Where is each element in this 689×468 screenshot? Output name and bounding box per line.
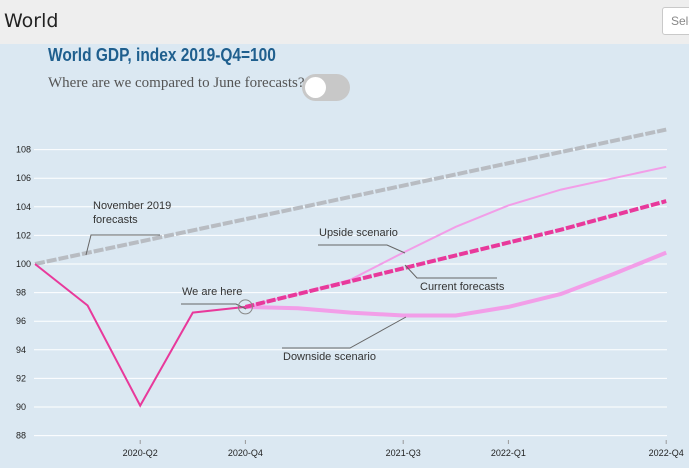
annotation-downside: Downside scenario — [283, 351, 376, 363]
region-title: World — [4, 10, 59, 32]
annotation-current: Current forecasts — [420, 281, 505, 293]
annotation-november-line2: forecasts — [93, 214, 138, 226]
compare-toggle[interactable] — [302, 74, 350, 101]
current-pointer — [404, 264, 497, 279]
y-tick-label: 88 — [16, 431, 26, 441]
x-tick-label: 2020-Q4 — [228, 448, 263, 458]
grid-lines — [34, 149, 667, 437]
y-tick-label: 100 — [16, 259, 31, 269]
y-tick-label: 106 — [16, 173, 31, 183]
series-line-2 — [244, 199, 667, 309]
chart-title: World GDP, index 2019-Q4=100 — [48, 45, 276, 65]
downside-pointer — [282, 316, 407, 349]
y-tick-label: 96 — [16, 316, 26, 326]
compare-question: Where are we compared to June forecasts? — [48, 75, 305, 91]
series-line-1 — [34, 263, 246, 408]
annotations: November 2019 forecasts Upside scenario Cur… — [85, 200, 505, 363]
y-axis-ticks: 88 90 92 94 96 98 100 102 104 106 108 — [16, 145, 31, 441]
y-tick-label: 94 — [16, 345, 26, 355]
y-tick-label: 90 — [16, 402, 26, 412]
x-tick-label: 2021-Q3 — [386, 448, 421, 458]
series-line-4 — [245, 250, 667, 318]
toggle-knob — [305, 77, 326, 98]
top-bar: World Select — [0, 0, 689, 44]
x-tick-label: 2022-Q4 — [649, 448, 684, 458]
here-marker — [237, 299, 253, 315]
chart-panel — [0, 44, 689, 468]
y-tick-label: 98 — [16, 288, 26, 298]
annotation-here: We are here — [182, 286, 242, 298]
annotation-upside: Upside scenario — [319, 227, 398, 239]
x-axis-ticks: 2020-Q2 2020-Q4 2021-Q3 2022-Q1 2022-Q4 — [123, 440, 684, 458]
x-tick-label: 2022-Q1 — [491, 448, 526, 458]
region-select[interactable]: Select — [662, 7, 689, 35]
y-tick-label: 92 — [16, 373, 26, 383]
upside-pointer — [318, 244, 406, 254]
x-tick-label: 2020-Q2 — [123, 448, 158, 458]
y-tick-label: 108 — [16, 145, 31, 155]
y-tick-label: 104 — [16, 202, 31, 212]
y-tick-label: 102 — [16, 230, 31, 240]
series-line-0 — [34, 127, 667, 266]
annotation-november-line1: November 2019 — [93, 200, 171, 212]
here-pointer — [181, 303, 247, 310]
series-lines — [34, 127, 667, 408]
november-pointer — [85, 234, 160, 256]
